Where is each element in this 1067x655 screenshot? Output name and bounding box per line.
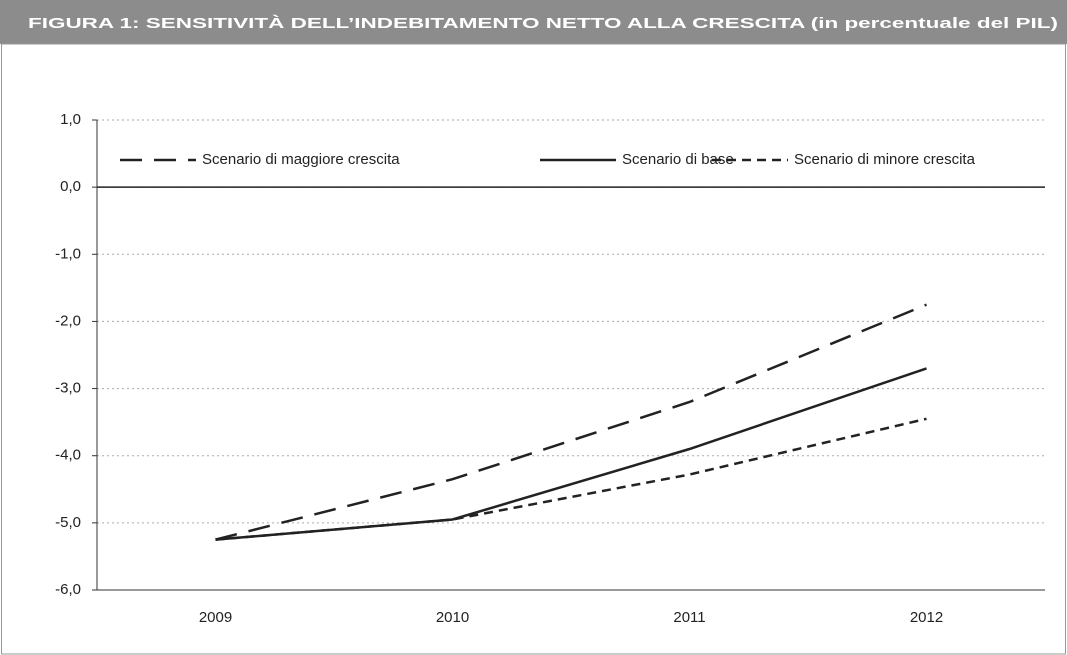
chart-title: FIGURA 1: SENSITIVITÀ DELL’INDEBITAMENTO… <box>28 15 1058 32</box>
x-tick-label: 2009 <box>199 609 232 626</box>
x-tick-label: 2010 <box>436 609 469 626</box>
x-tick-label: 2012 <box>910 609 943 626</box>
y-tick-label: 1,0 <box>60 111 81 128</box>
series-line <box>215 417 927 541</box>
y-tick-label: -5,0 <box>55 514 81 531</box>
chart-frame <box>1 43 1066 655</box>
y-tick-label: 0,0 <box>60 178 81 195</box>
y-tick-label: -4,0 <box>55 447 81 464</box>
legend-label: Scenario di base <box>622 151 734 168</box>
series-line <box>215 367 927 541</box>
y-tick-label: -6,0 <box>55 581 81 598</box>
y-tick-label: -3,0 <box>55 380 81 397</box>
y-tick-label: -2,0 <box>55 312 81 329</box>
y-tick-label: -1,0 <box>55 245 81 262</box>
legend-label: Scenario di minore crescita <box>794 151 976 168</box>
title-banner <box>0 0 1067 44</box>
legend-label: Scenario di maggiore crescita <box>202 151 400 168</box>
series-line <box>215 303 927 541</box>
x-tick-label: 2011 <box>673 609 705 626</box>
